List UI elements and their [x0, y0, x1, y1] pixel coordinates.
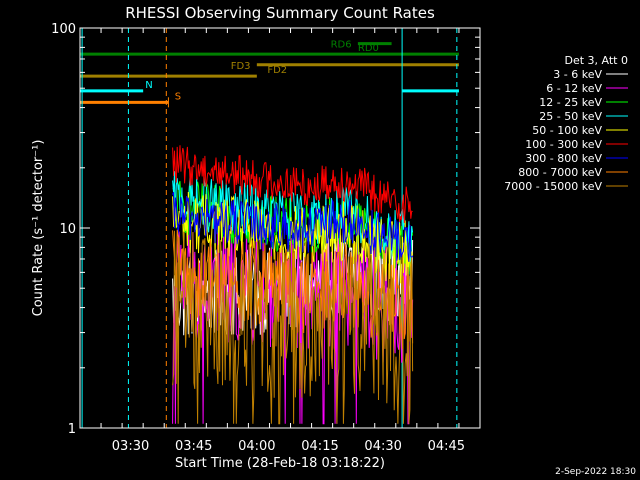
legend-label: 800 - 7000 keV	[518, 166, 602, 179]
legend-label: 25 - 50 keV	[539, 110, 602, 123]
legend-label: 12 - 25 keV	[539, 96, 602, 109]
y-tick-label: 1	[68, 422, 76, 437]
chart-title: RHESSI Observing Summary Count Rates	[125, 4, 435, 22]
timestamp: 2-Sep-2022 18:30	[555, 467, 636, 477]
flag-bars: S N FD2 FD3 RD0 RD6	[80, 40, 459, 108]
series-line-9	[172, 230, 414, 425]
y-axis-ticks: 1 10 100	[51, 22, 480, 437]
x-tick-label: 04:45	[428, 439, 465, 454]
legend-label: 50 - 100 keV	[532, 124, 602, 137]
series-line-7	[172, 191, 414, 262]
x-tick-label: 04:30	[364, 439, 401, 454]
flag-label-rd6: RD6	[331, 40, 352, 51]
y-tick-label: 10	[59, 222, 76, 237]
legend-label: 3 - 6 keV	[553, 68, 602, 81]
series-lines	[172, 145, 414, 425]
flag-label-n: N	[145, 80, 152, 91]
legend-label: 6 - 12 keV	[546, 82, 602, 95]
flag-label-s: S	[175, 91, 181, 102]
x-tick-label: 04:00	[238, 439, 275, 454]
legend-label: 100 - 300 keV	[525, 138, 602, 151]
y-tick-label: 100	[51, 22, 76, 37]
x-tick-label: 03:30	[112, 439, 149, 454]
series-line-6	[172, 145, 413, 224]
x-axis-ticks: 03:30 03:45 04:00 04:15 04:30 04:45	[79, 28, 481, 454]
x-axis-label: Start Time (28-Feb-18 03:18:22)	[175, 456, 385, 471]
flag-label-fd3: FD3	[231, 61, 251, 72]
flag-label-fd2: FD2	[267, 65, 287, 76]
legend-label: 300 - 800 keV	[525, 152, 602, 165]
legend-header: Det 3, Att 0	[565, 54, 629, 67]
y-axis-label: Count Rate (s⁻¹ detector⁻¹)	[31, 140, 46, 317]
flag-label-rd0: RD0	[358, 43, 379, 54]
x-tick-label: 04:15	[301, 439, 338, 454]
legend-label: 7000 - 15000 keV	[504, 180, 602, 193]
x-tick-label: 03:45	[175, 439, 212, 454]
